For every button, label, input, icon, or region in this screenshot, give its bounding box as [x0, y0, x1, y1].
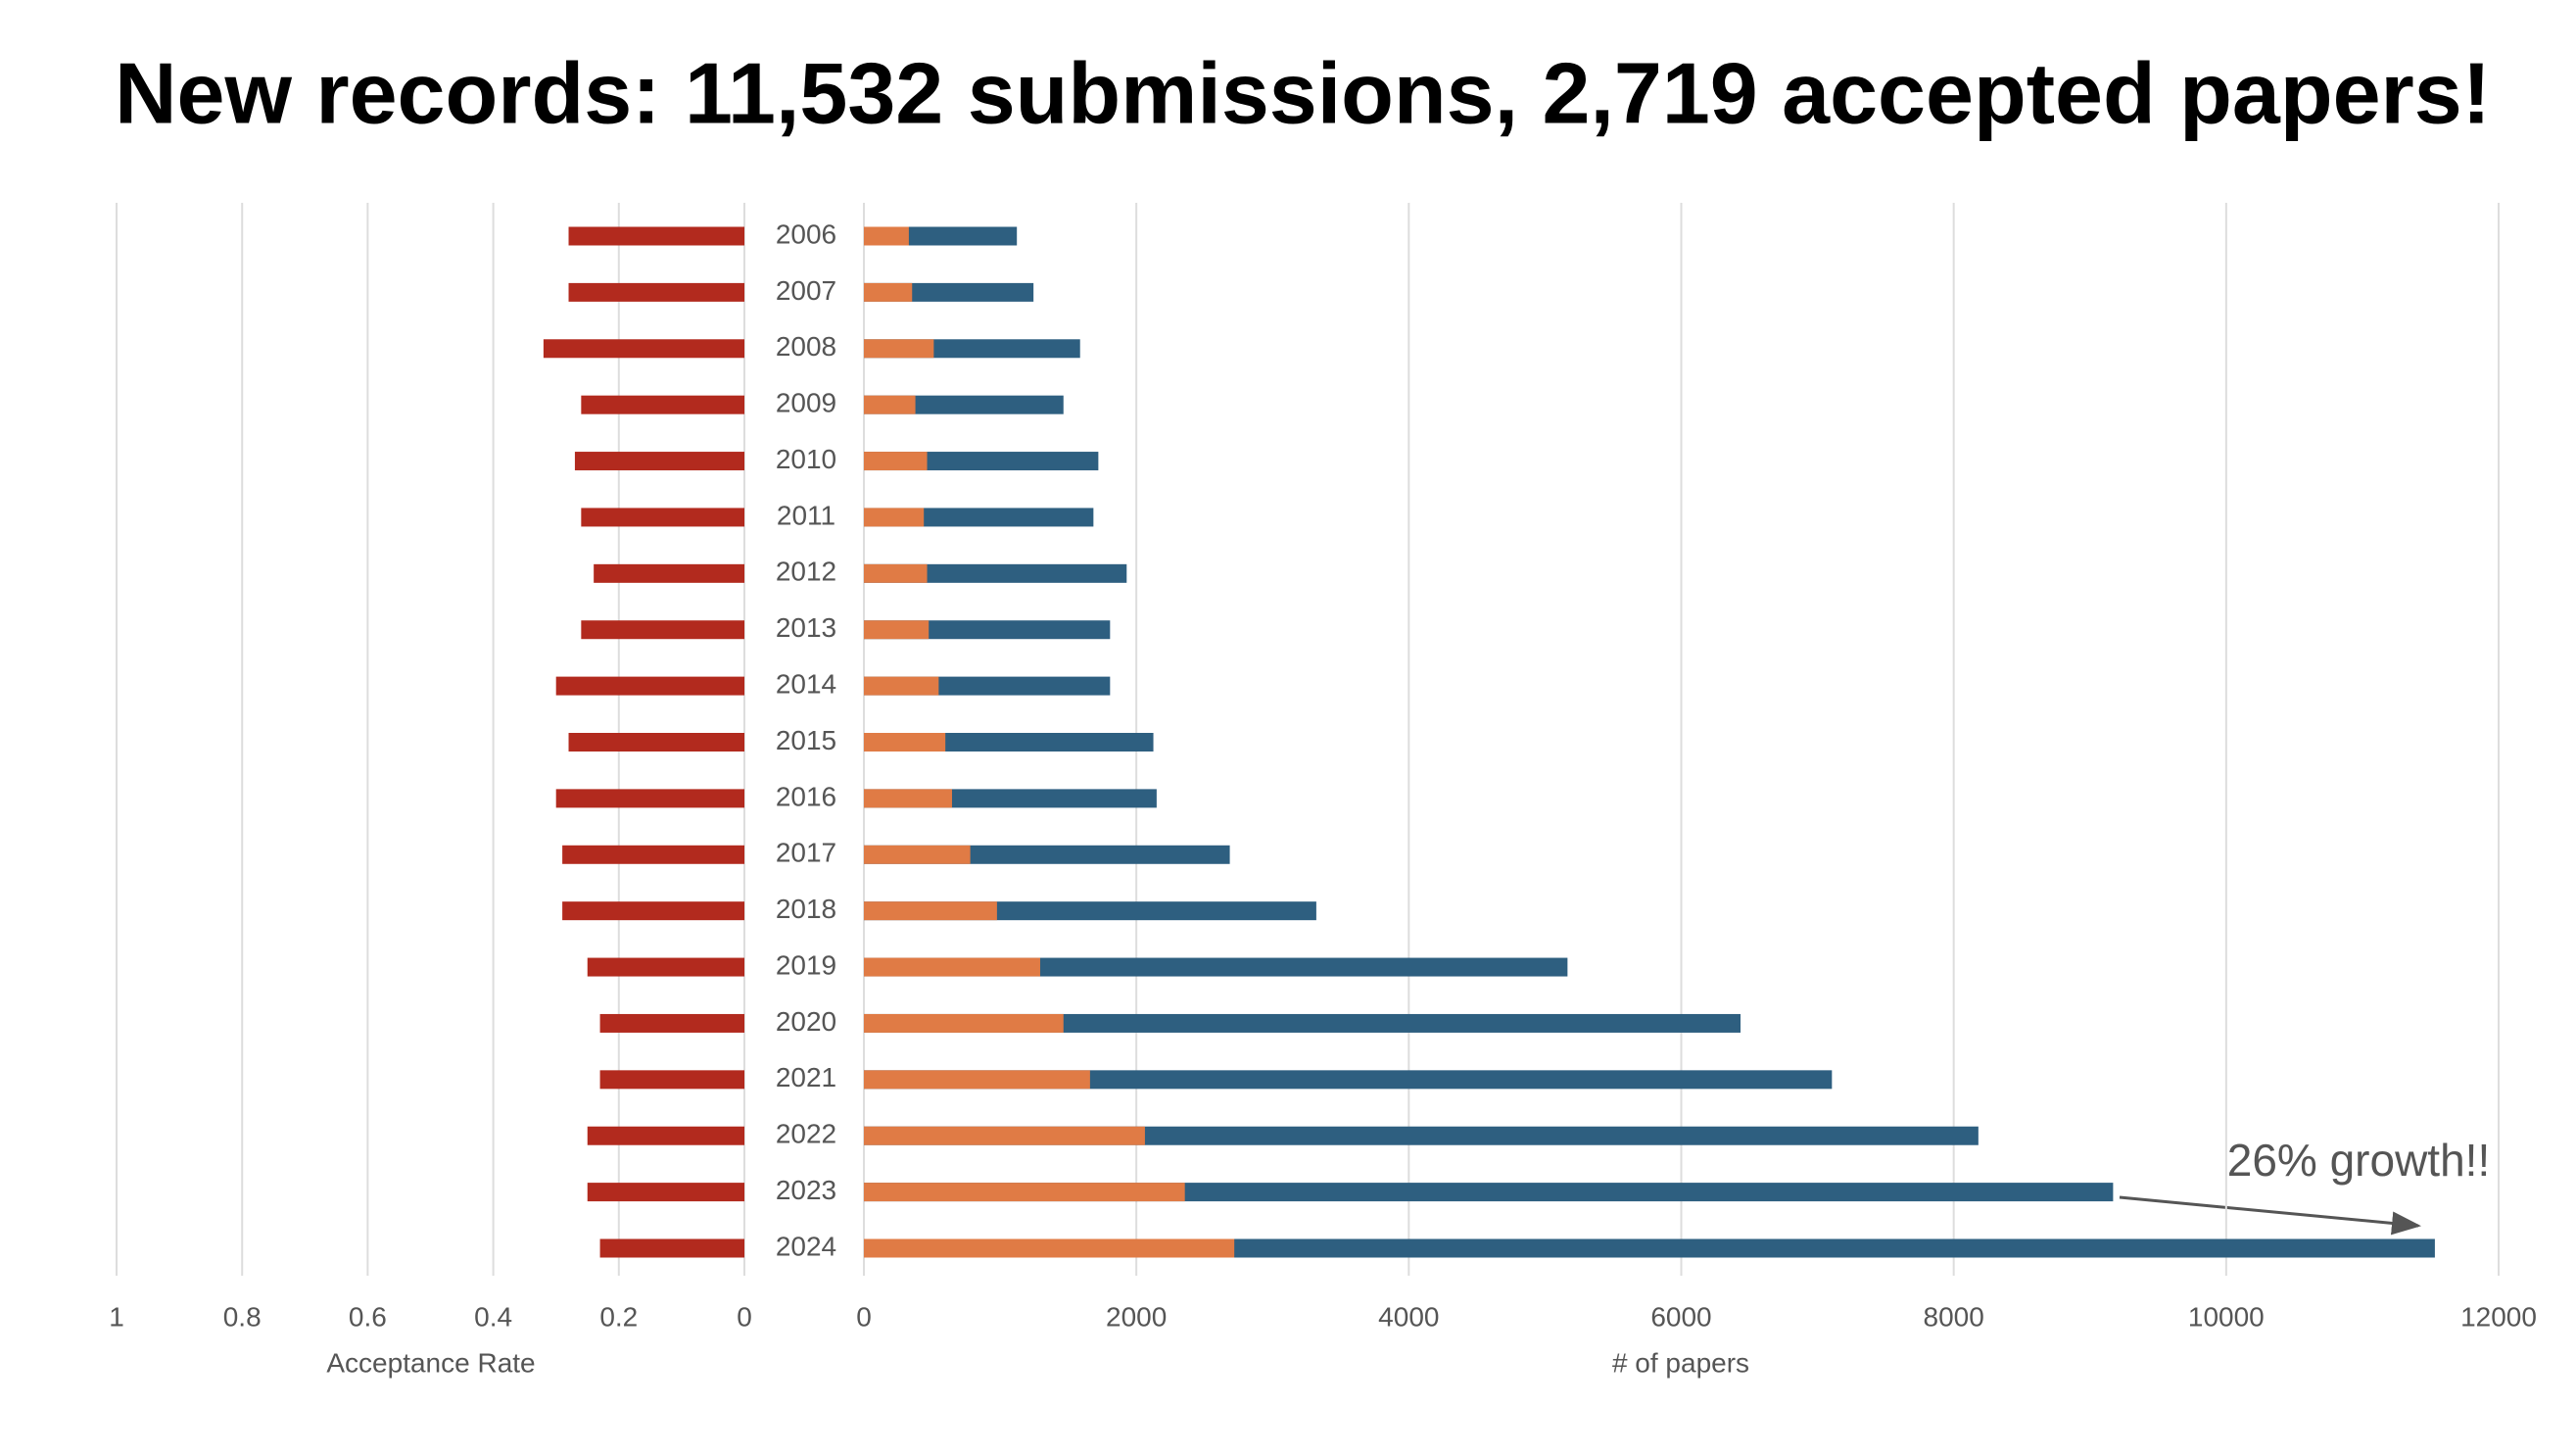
bar [599, 1070, 744, 1090]
bar [864, 1126, 1145, 1145]
bar [864, 1070, 1833, 1090]
bar [864, 733, 946, 752]
x-axis-label: # of papers [1612, 1347, 1749, 1378]
bar [864, 620, 930, 640]
bar [864, 789, 952, 808]
category-label: 2006 [776, 218, 836, 249]
x-tick-label: 2000 [1106, 1301, 1167, 1332]
x-tick-label: 12000 [2460, 1301, 2537, 1332]
bar [587, 1126, 744, 1145]
bar [599, 1238, 744, 1258]
category-label: 2010 [776, 444, 836, 474]
bar [864, 1238, 1235, 1258]
bar [568, 226, 744, 246]
category-label: 2016 [776, 781, 836, 811]
bar [864, 1070, 1090, 1090]
bar [864, 957, 1040, 977]
bar [568, 733, 744, 752]
bar [864, 676, 939, 696]
bar [864, 845, 971, 864]
bar [864, 339, 934, 359]
category-label: 2023 [776, 1175, 836, 1205]
category-label: 2024 [776, 1231, 836, 1261]
x-tick-label: 0.8 [223, 1301, 262, 1332]
category-label: 2019 [776, 949, 836, 980]
x-tick-label: 0 [856, 1301, 872, 1332]
category-label: 2017 [776, 838, 836, 868]
x-tick-label: 0.2 [599, 1301, 638, 1332]
bar [864, 282, 913, 302]
bar [587, 1183, 744, 1202]
category-label: 2011 [777, 500, 835, 530]
bar [864, 226, 909, 246]
category-label: 2008 [776, 331, 836, 362]
category-label: 2007 [776, 275, 836, 306]
annotation-arrow [2119, 1195, 2421, 1236]
category-label: 2013 [776, 612, 836, 643]
bar [864, 901, 997, 921]
bar [864, 1013, 1741, 1033]
category-label: 2014 [776, 669, 836, 700]
bar [864, 563, 1127, 583]
bar [581, 620, 744, 640]
bar [864, 563, 928, 583]
category-label: 2022 [776, 1119, 836, 1149]
x-tick-label: 1 [109, 1301, 124, 1332]
bar [562, 901, 744, 921]
bar [581, 395, 744, 414]
x-tick-label: 0.6 [349, 1301, 387, 1332]
category-label: 2009 [776, 388, 836, 418]
bar [864, 395, 916, 414]
bar [864, 1238, 2435, 1258]
x-tick-label: 6000 [1650, 1301, 1711, 1332]
bar [587, 957, 744, 977]
x-axis-label: Acceptance Rate [326, 1347, 535, 1378]
bar [543, 339, 744, 359]
category-label: 2012 [776, 557, 836, 587]
bar [594, 563, 744, 583]
chart-title: New records: 11,532 submissions, 2,719 a… [115, 44, 2491, 141]
category-label: 2018 [776, 894, 836, 924]
x-tick-label: 0.4 [474, 1301, 512, 1332]
x-tick-label: 4000 [1378, 1301, 1439, 1332]
x-tick-label: 10000 [2188, 1301, 2265, 1332]
bar [555, 789, 744, 808]
bar [562, 845, 744, 864]
x-tick-label: 0 [737, 1301, 752, 1332]
bar [581, 508, 744, 527]
bar [864, 1013, 1064, 1033]
annotation: 26% growth!! [2227, 1135, 2490, 1186]
category-label: 2015 [776, 725, 836, 755]
bar [574, 452, 744, 471]
x-tick-label: 8000 [1924, 1301, 1984, 1332]
bar [599, 1013, 744, 1033]
bar [864, 1183, 1185, 1202]
category-label: 2020 [776, 1006, 836, 1037]
bar [568, 282, 744, 302]
bar [864, 452, 928, 471]
category-label: 2021 [776, 1062, 836, 1092]
bar [864, 508, 925, 527]
bar [555, 676, 744, 696]
